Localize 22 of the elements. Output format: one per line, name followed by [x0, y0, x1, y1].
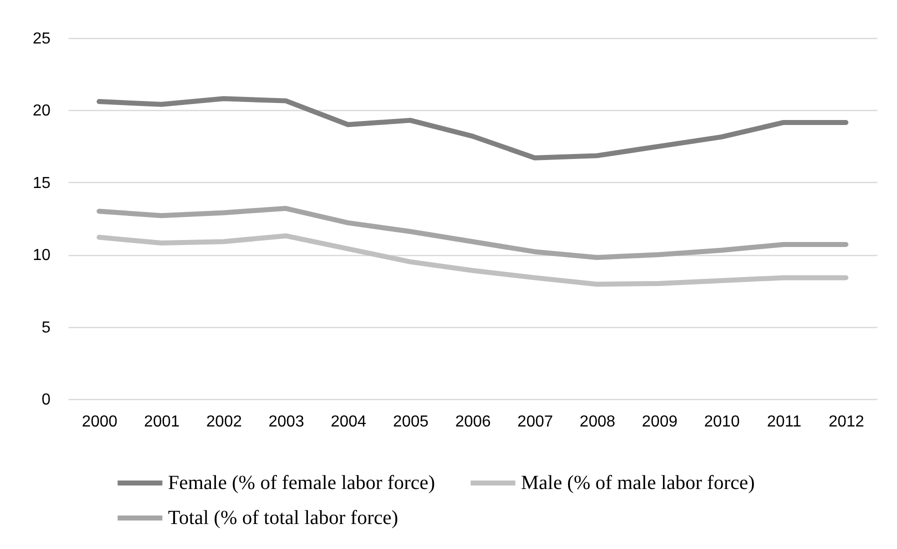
y-tick-label: 5	[42, 319, 51, 336]
x-tick-label: 2008	[580, 414, 616, 430]
legend-label: Total (% of total labor force)	[168, 507, 398, 529]
y-tick-label: 10	[32, 247, 51, 264]
x-tick-label: 2004	[330, 414, 366, 430]
x-tick-label: 2006	[455, 414, 491, 430]
x-tick-label: 2002	[206, 414, 242, 430]
x-tick-label: 2009	[642, 414, 678, 430]
y-tick-label: 15	[32, 174, 51, 192]
x-tick-label: 2005	[392, 414, 429, 430]
y-tick-label: 20	[32, 102, 51, 120]
x-tick-label: 2011	[766, 414, 802, 430]
legend-label: Male (% of male labor force)	[521, 472, 755, 494]
y-tick-label: 25	[32, 30, 51, 48]
x-tick-label: 2010	[704, 414, 740, 430]
x-tick-label: 2001	[144, 414, 180, 430]
x-tick-label: 2000	[82, 414, 118, 430]
legend-label: Female (% of female labor force)	[168, 472, 436, 494]
x-tick-label: 2003	[268, 414, 304, 430]
x-tick-label: 2012	[828, 414, 864, 430]
y-tick-label: 0	[42, 392, 51, 408]
x-tick-label: 2007	[517, 414, 554, 430]
